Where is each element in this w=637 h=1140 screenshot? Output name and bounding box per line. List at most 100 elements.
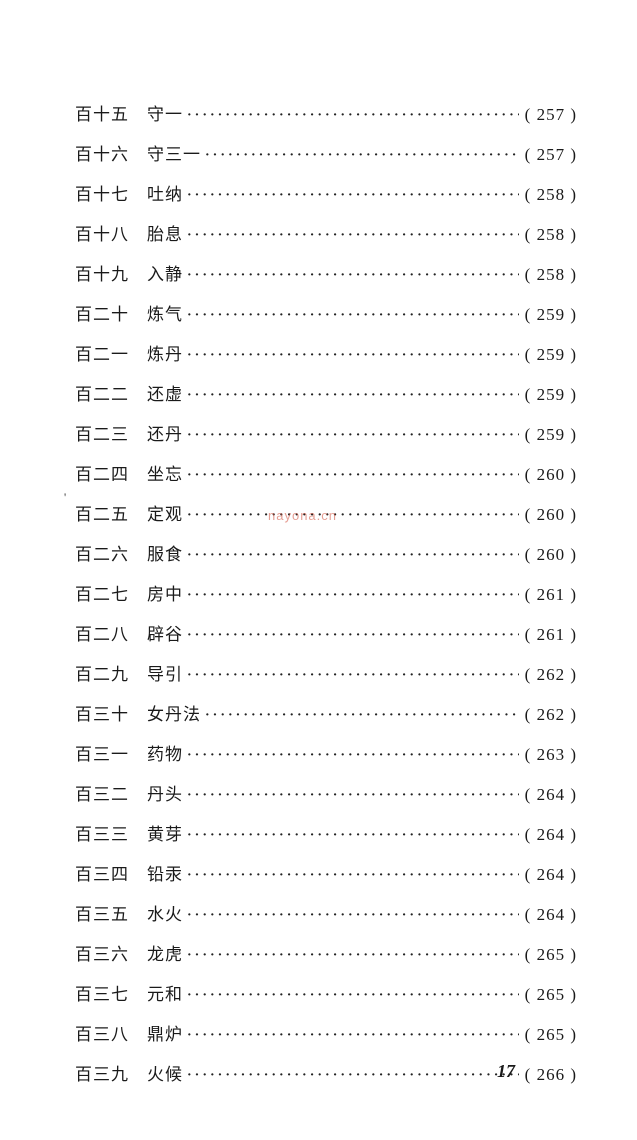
- toc-row: 百二七房中 ( 261 ): [75, 580, 577, 605]
- toc-row-title: 还虚: [147, 380, 183, 405]
- toc-row-page: ( 257 ): [525, 145, 577, 165]
- toc-row-title: 坐忘: [147, 460, 183, 485]
- toc-row: 百三六龙虎( 265 ): [75, 940, 577, 965]
- toc-row: 百二四坐忘 ( 260 ): [75, 460, 577, 485]
- toc-row-leader-dots: [187, 384, 519, 404]
- watermark-text: nayona.cn: [268, 508, 337, 523]
- toc-row-page: ( 262 ): [525, 705, 577, 725]
- toc-row: 百二三还丹( 259 ): [75, 420, 577, 445]
- toc-row-title: 入静: [147, 260, 183, 285]
- toc-row: 百三二丹头( 264 ): [75, 780, 577, 805]
- toc-row-number: 百十八: [75, 220, 147, 245]
- toc-row-number: 百三三: [75, 820, 147, 845]
- toc-row-leader-dots: [187, 664, 519, 684]
- toc-row: 百十八胎息 ( 258 ): [75, 220, 577, 245]
- toc-row-number: 百十六: [75, 140, 147, 165]
- toc-row-number: 百二十: [75, 300, 147, 325]
- toc-row: 百三三黄芽 ( 264 ): [75, 820, 577, 845]
- toc-row: 百二二还虚( 259 ): [75, 380, 577, 405]
- toc-row-page: ( 264 ): [525, 825, 577, 845]
- toc-row-title: 还丹: [147, 420, 183, 445]
- page-number: 17: [497, 1061, 515, 1082]
- toc-row: 百三四铅汞( 264 ): [75, 860, 577, 885]
- toc-row-title: 胎息: [147, 220, 183, 245]
- toc-row-page: ( 259 ): [525, 425, 577, 445]
- toc-row-title: 房中: [147, 580, 183, 605]
- margin-mark: ': [64, 490, 66, 505]
- toc-row-number: 百二五: [75, 500, 147, 525]
- toc-row: 百二八辟谷 ( 261 ): [75, 620, 577, 645]
- toc-row-title: 吐纳: [147, 180, 183, 205]
- toc-row-number: 百三二: [75, 780, 147, 805]
- toc-row-page: ( 258 ): [525, 265, 577, 285]
- toc-row-number: 百三七: [75, 980, 147, 1005]
- toc-row: 百三五水火 ( 264 ): [75, 900, 577, 925]
- toc-row-leader-dots: [187, 784, 519, 804]
- toc-row-title: 火候: [147, 1060, 183, 1085]
- toc-row-page: ( 260 ): [525, 545, 577, 565]
- toc-row-leader-dots: [187, 1024, 519, 1044]
- toc-row-page: ( 265 ): [525, 1025, 577, 1045]
- toc-row-leader-dots: [187, 584, 519, 604]
- toc-row-leader-dots: [187, 624, 519, 644]
- toc-row-page: ( 259 ): [525, 385, 577, 405]
- toc-row-page: ( 257 ): [525, 105, 577, 125]
- toc-row: 百三八鼎炉( 265 ): [75, 1020, 577, 1045]
- toc-row-leader-dots: [187, 104, 519, 124]
- toc-row-title: 服食: [147, 540, 183, 565]
- toc-row: 百三十女丹法( 262 ): [75, 700, 577, 725]
- toc-row-page: ( 261 ): [525, 585, 577, 605]
- toc-row: 百十七吐纳( 258 ): [75, 180, 577, 205]
- toc-row-number: 百三十: [75, 700, 147, 725]
- toc-row-leader-dots: [187, 544, 519, 564]
- toc-row-title: 水火: [147, 900, 183, 925]
- toc-row-leader-dots: [187, 224, 519, 244]
- toc-row-number: 百二一: [75, 340, 147, 365]
- toc-row-number: 百二四: [75, 460, 147, 485]
- toc-row: 百十九入静 ( 258 ): [75, 260, 577, 285]
- toc-row-leader-dots: [187, 184, 519, 204]
- toc-row-leader-dots: [187, 504, 519, 524]
- toc-row-leader-dots: [187, 744, 519, 764]
- toc-row-page: ( 260 ): [525, 505, 577, 525]
- toc-row-title: 辟谷: [147, 620, 183, 645]
- toc-row: 百十六守三一( 257 ): [75, 140, 577, 165]
- toc-row-leader-dots: [187, 464, 519, 484]
- toc-row-title: 黄芽: [147, 820, 183, 845]
- toc-row-page: ( 258 ): [525, 225, 577, 245]
- toc-row: 百十五守一( 257 ): [75, 100, 577, 125]
- toc-row: 百三七元和( 265 ): [75, 980, 577, 1005]
- toc-row-number: 百十九: [75, 260, 147, 285]
- toc-row-leader-dots: [205, 144, 519, 164]
- toc-row-number: 百三八: [75, 1020, 147, 1045]
- toc-row-number: 百三四: [75, 860, 147, 885]
- toc-row-page: ( 259 ): [525, 305, 577, 325]
- toc-row-leader-dots: [187, 904, 519, 924]
- toc-list: 百十五守一( 257 ) 百十六守三一( 257 ) 百十七吐纳( 258 ) 百十八…: [75, 100, 577, 1085]
- toc-row-title: 炼丹: [147, 340, 183, 365]
- toc-row-title: 炼气: [147, 300, 183, 325]
- toc-row-page: ( 263 ): [525, 745, 577, 765]
- toc-row-number: 百三九: [75, 1060, 147, 1085]
- toc-row-leader-dots: [187, 824, 519, 844]
- toc-row-page: ( 259 ): [525, 345, 577, 365]
- toc-row-page: ( 260 ): [525, 465, 577, 485]
- toc-row: 百二九导引( 262 ): [75, 660, 577, 685]
- toc-row-leader-dots: [187, 944, 519, 964]
- toc-row-page: ( 261 ): [525, 625, 577, 645]
- toc-row-leader-dots: [205, 704, 519, 724]
- toc-row-page: ( 266 ): [525, 1065, 577, 1085]
- toc-row-title: 导引: [147, 660, 183, 685]
- toc-row-title: 元和: [147, 980, 183, 1005]
- toc-row-number: 百三一: [75, 740, 147, 765]
- toc-row-page: ( 262 ): [525, 665, 577, 685]
- toc-row: 百二十炼气 ( 259 ): [75, 300, 577, 325]
- toc-row-leader-dots: [187, 304, 519, 324]
- page-container: 百十五守一( 257 ) 百十六守三一( 257 ) 百十七吐纳( 258 ) 百十八…: [0, 0, 637, 1140]
- toc-row-number: 百三五: [75, 900, 147, 925]
- toc-row-number: 百二七: [75, 580, 147, 605]
- toc-row-number: 百十五: [75, 100, 147, 125]
- toc-row-number: 百二八: [75, 620, 147, 645]
- toc-row-page: ( 264 ): [525, 905, 577, 925]
- toc-row-title: 铅汞: [147, 860, 183, 885]
